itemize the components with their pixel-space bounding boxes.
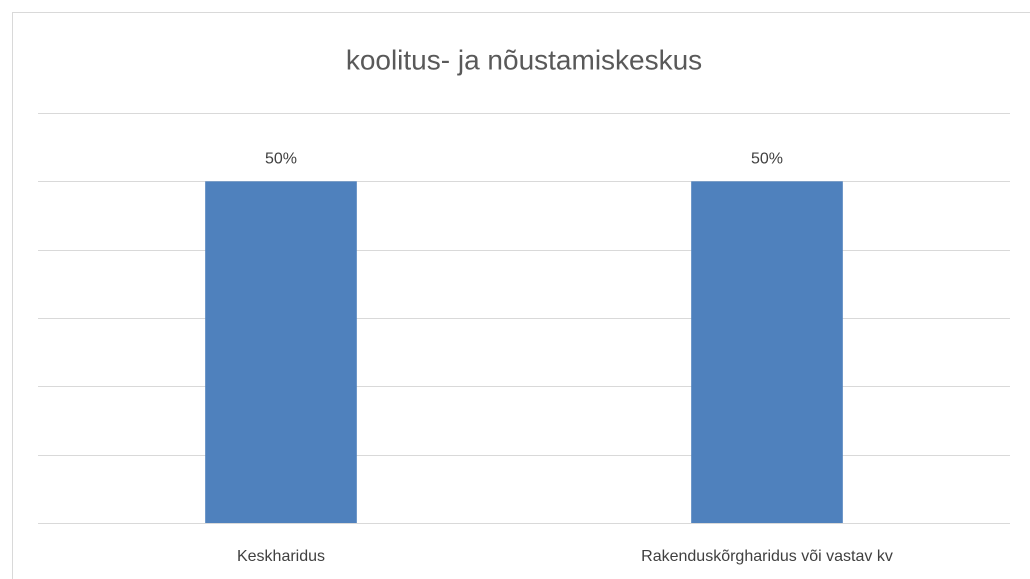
- data-label: 50%: [265, 151, 297, 168]
- data-label: 50%: [751, 151, 783, 168]
- bar: [691, 181, 843, 524]
- x-tick-label: Keskharidus: [237, 548, 325, 565]
- chart-border: [12, 12, 1030, 579]
- x-tick-label: Rakenduskõrgharidus või vastav kv: [641, 548, 893, 565]
- bar: [205, 181, 357, 524]
- chart-title: koolitus- ja nõustamiskeskus: [346, 44, 702, 75]
